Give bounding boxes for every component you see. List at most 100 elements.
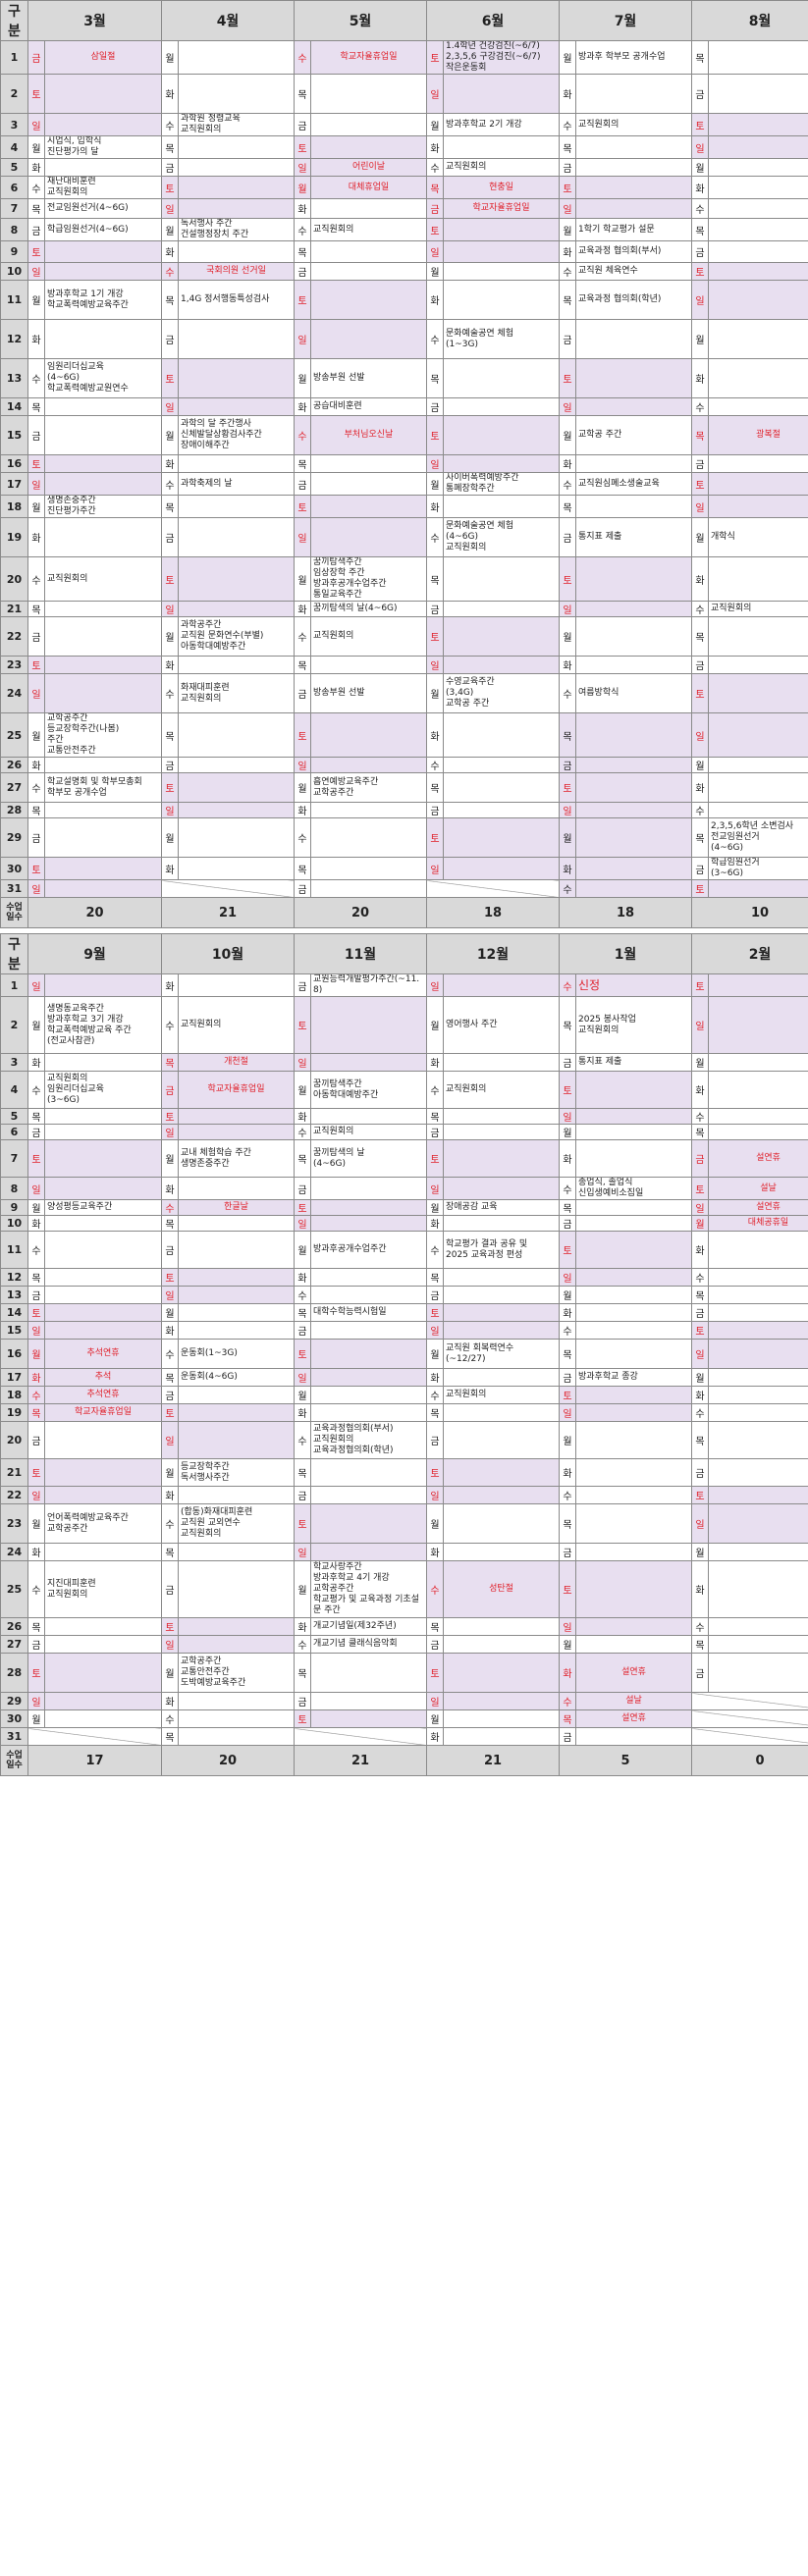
event-cell <box>310 262 427 281</box>
month-header: 11월 <box>294 933 427 974</box>
day-row: 30 토 화 목 일 화 금 학급임원선거 (3~6G) <box>0 857 808 880</box>
weekday-cell: 월 <box>27 996 45 1054</box>
weekday-cell: 일 <box>559 1403 576 1422</box>
weekday-cell: 금 <box>559 517 576 557</box>
event-cell <box>443 1486 560 1504</box>
event-cell <box>443 1108 560 1125</box>
weekday-cell: 금 <box>691 1303 709 1322</box>
event-cell <box>575 556 692 602</box>
event-cell: 시업식, 입학식 진단평가의 달 <box>44 135 162 159</box>
event-cell: 교직원회의 <box>575 113 692 136</box>
event-cell <box>310 472 427 496</box>
event-cell <box>178 1403 295 1422</box>
day-number: 11 <box>0 280 28 320</box>
weekday-cell: 금 <box>426 1124 444 1140</box>
event-cell <box>443 1139 560 1178</box>
total-days-value: 21 <box>161 897 295 928</box>
weekday-cell: 수 <box>691 1108 709 1125</box>
event-cell <box>575 158 692 177</box>
event-cell <box>178 240 295 263</box>
weekday-cell: 화 <box>559 1458 576 1487</box>
day-row: 12 화 금 일 수 문화예술공연 체험 (1~3G) 금 월 <box>0 319 808 359</box>
weekday-cell: 화 <box>161 240 179 263</box>
day-number: 12 <box>0 319 28 359</box>
weekday-cell: 일 <box>559 1617 576 1636</box>
event-cell <box>708 1071 808 1109</box>
event-cell <box>443 1543 560 1561</box>
event-cell: 양성평등교육주간 <box>44 1199 162 1216</box>
weekday-cell: 목 <box>27 397 45 416</box>
day-number: 9 <box>0 1199 28 1216</box>
weekday-cell: 화 <box>691 772 709 803</box>
day-number: 12 <box>0 1268 28 1287</box>
day-row: 18 월 생명존중주간 진단평가주간 목 토 화 목 일 <box>0 495 808 518</box>
event-cell <box>708 802 808 818</box>
weekday-cell: 일 <box>161 397 179 416</box>
event-cell: 독서행사 주간 건설행정장치 주간 <box>178 218 295 241</box>
event-cell <box>575 198 692 219</box>
event-cell <box>44 158 162 177</box>
event-cell <box>575 857 692 880</box>
day-number: 16 <box>0 454 28 473</box>
weekday-cell: 화 <box>691 1071 709 1109</box>
event-cell <box>443 656 560 674</box>
weekday-cell: 수 <box>559 472 576 496</box>
event-cell: 개교기념 클래식음악회 <box>310 1635 427 1654</box>
weekday-cell: 일 <box>691 996 709 1054</box>
day-number: 3 <box>0 113 28 136</box>
weekday-cell: 월 <box>294 176 311 199</box>
weekday-cell: 월 <box>559 415 576 455</box>
event-cell <box>44 1139 162 1178</box>
event-cell: 삼일절 <box>44 40 162 75</box>
event-cell <box>575 1560 692 1618</box>
day-number: 1 <box>0 40 28 75</box>
event-cell <box>310 1321 427 1340</box>
event-cell <box>310 1386 427 1404</box>
weekday-cell: 일 <box>27 1692 45 1710</box>
event-cell <box>708 673 808 713</box>
event-cell <box>44 802 162 818</box>
weekday-cell: 금 <box>559 1727 576 1746</box>
empty-date-cell <box>294 1727 427 1746</box>
weekday-cell: 목 <box>27 601 45 617</box>
event-cell <box>575 802 692 818</box>
weekday-cell: 월 <box>27 1199 45 1216</box>
weekday-cell: 토 <box>161 556 179 602</box>
day-row: 27 수 학교설명회 및 학부모총회 학부모 공개수업 토 월 흡연예방교육주간 교학공주… <box>0 772 808 803</box>
event-cell <box>575 1458 692 1487</box>
weekday-cell: 목 <box>426 556 444 602</box>
weekday-cell: 목 <box>161 135 179 159</box>
event-cell <box>708 1303 808 1322</box>
day-number: 15 <box>0 1321 28 1340</box>
event-cell <box>44 1653 162 1693</box>
event-cell <box>178 1215 295 1232</box>
event-cell <box>443 262 560 281</box>
event-cell <box>44 973 162 997</box>
day-row: 5 화 금 일 어린이날 수 교직원회의 금 월 <box>0 158 808 177</box>
event-cell <box>575 772 692 803</box>
event-cell <box>708 772 808 803</box>
event-cell <box>178 454 295 473</box>
event-cell <box>44 601 162 617</box>
event-cell: 교직원회의 <box>178 996 295 1054</box>
weekday-cell: 토 <box>426 616 444 657</box>
total-days-label: 수업일수 <box>0 1745 28 1776</box>
weekday-cell: 월 <box>691 517 709 557</box>
event-cell <box>575 358 692 398</box>
weekday-cell: 토 <box>691 262 709 281</box>
weekday-cell: 금 <box>27 1286 45 1304</box>
weekday-cell: 일 <box>294 1368 311 1387</box>
day-number: 25 <box>0 712 28 758</box>
total-days-value: 0 <box>691 1745 808 1776</box>
month-header: 5월 <box>294 0 427 41</box>
weekday-cell: 수 <box>559 262 576 281</box>
event-cell <box>443 712 560 758</box>
total-days-value: 20 <box>161 1745 295 1776</box>
weekday-cell: 토 <box>27 240 45 263</box>
day-row: 7 목 전교임원선거(4~6G) 일 화 금 학교자율휴업일 일 수 <box>0 198 808 219</box>
total-days-value: 5 <box>559 1745 692 1776</box>
weekday-cell: 수 <box>161 1339 179 1369</box>
event-cell <box>44 1268 162 1287</box>
event-cell: 과학원 정령교육 교직원회의 <box>178 113 295 136</box>
